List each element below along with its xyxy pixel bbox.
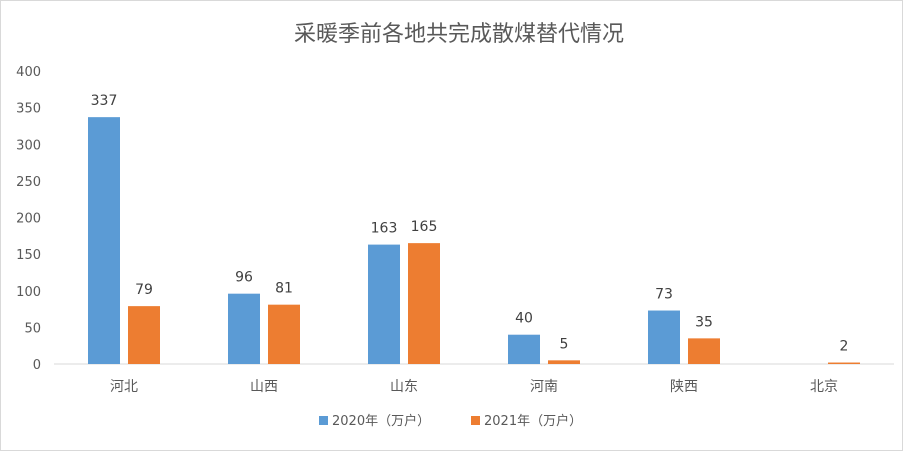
chart-title: 采暖季前各地共完成散煤替代情况 — [294, 22, 624, 47]
bar[interactable] — [548, 360, 580, 364]
x-tick-label: 河南 — [530, 379, 558, 395]
bar[interactable] — [828, 362, 860, 364]
bar[interactable] — [648, 310, 680, 364]
legend-swatch — [319, 416, 328, 425]
legend-label: 2021年（万户） — [484, 413, 582, 429]
data-labels: 337 79 96 81 163 165 40 5 73 35 2 — [91, 93, 849, 354]
bar[interactable] — [688, 338, 720, 364]
x-tick-label: 河北 — [110, 379, 138, 395]
bar[interactable] — [408, 243, 440, 364]
y-tick-label: 250 — [16, 175, 41, 190]
legend-item[interactable]: 2020年（万户） — [319, 413, 430, 429]
bar[interactable] — [368, 244, 400, 364]
bar[interactable] — [268, 304, 300, 364]
legend-label: 2020年（万户） — [332, 413, 430, 429]
data-label: 40 — [515, 311, 533, 327]
bars — [88, 117, 860, 365]
x-tick-label: 北京 — [810, 379, 838, 395]
x-tick-label: 山西 — [250, 379, 278, 395]
y-tick-label: 350 — [16, 102, 41, 117]
data-label: 96 — [235, 270, 253, 286]
y-axis: 0 50 100 150 200 250 300 350 400 — [16, 65, 41, 373]
data-label: 165 — [411, 219, 438, 235]
y-tick-label: 200 — [16, 212, 41, 227]
y-tick-label: 50 — [24, 321, 41, 336]
y-tick-label: 400 — [16, 65, 41, 80]
legend-swatch — [471, 416, 480, 425]
x-tick-label: 陕西 — [670, 379, 698, 395]
bar[interactable] — [128, 306, 160, 364]
bar[interactable] — [88, 117, 120, 365]
x-tick-label: 山东 — [390, 379, 418, 395]
legend-item[interactable]: 2021年（万户） — [471, 413, 582, 429]
legend[interactable]: 2020年（万户） 2021年（万户） — [319, 413, 582, 429]
x-axis: 河北 山西 山东 河南 陕西 北京 — [110, 379, 838, 395]
data-label: 81 — [275, 281, 293, 297]
bar[interactable] — [228, 293, 260, 364]
data-label: 5 — [560, 336, 569, 352]
data-label: 35 — [695, 314, 713, 330]
y-tick-label: 150 — [16, 248, 41, 263]
data-label: 337 — [91, 93, 118, 109]
data-label: 73 — [655, 287, 673, 303]
data-label: 163 — [371, 221, 398, 237]
bar[interactable] — [508, 334, 540, 364]
y-tick-label: 300 — [16, 138, 41, 153]
y-tick-label: 100 — [16, 285, 41, 300]
y-tick-label: 0 — [33, 358, 41, 373]
data-label: 79 — [135, 282, 153, 298]
data-label: 2 — [840, 339, 849, 355]
